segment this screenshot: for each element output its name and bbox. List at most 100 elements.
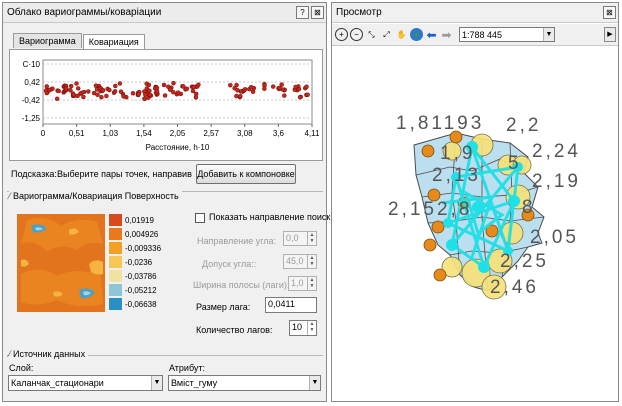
- layer-select[interactable]: Каланчак_стационари ▼: [8, 375, 163, 391]
- tab-variogram[interactable]: Вариограмма: [13, 33, 82, 48]
- chevron-down-icon[interactable]: ▼: [151, 376, 162, 390]
- plot-point: [136, 92, 141, 97]
- legend-label: -0,06638: [125, 299, 157, 309]
- show-direction-label: Показать направление поиска: [209, 212, 336, 222]
- plot-point: [47, 87, 52, 93]
- hint-label: Подсказка:: [11, 169, 57, 179]
- attribute-select[interactable]: Вміст_гуму ▼: [168, 375, 321, 391]
- plot-point: [113, 83, 118, 89]
- fixed-zoom-out-icon[interactable]: ⤢: [383, 29, 390, 39]
- toolbar-overflow-arrow-icon[interactable]: ▶: [604, 27, 616, 42]
- plot-point: [147, 92, 153, 98]
- spin-arrows-icon[interactable]: ▲ ▼: [307, 277, 316, 290]
- show-direction-checkbox[interactable]: [195, 213, 205, 223]
- help-button[interactable]: ?: [296, 6, 309, 19]
- map-label: 2,152,8: [388, 199, 473, 220]
- spin-arrows-icon[interactable]: ▲ ▼: [307, 232, 316, 245]
- legend-label: -0,0236: [125, 257, 153, 267]
- add-to-layout-button[interactable]: Добавить к компоновке: [196, 164, 296, 184]
- pan-hand-icon[interactable]: ✋: [396, 30, 407, 39]
- legend-label: -0,05212: [125, 285, 157, 295]
- plot-x-tick: 4,11: [305, 129, 321, 138]
- preview-window: Просмотр ⊠ + − ⤡ ⤢ ✋ ● ⬅ ➡ 1:788 445 ▼ ▶: [331, 2, 619, 402]
- attribute-label: Атрибут:: [169, 363, 206, 373]
- plot-point: [130, 91, 136, 96]
- plot-x-tick: 0: [41, 129, 46, 138]
- plot-point: [74, 81, 79, 86]
- window-titlebar: Просмотр ⊠: [332, 3, 618, 23]
- legend-swatch: [109, 214, 122, 226]
- plot-point: [305, 92, 310, 98]
- legend-row: -0,03786: [109, 270, 157, 282]
- plot-point: [68, 83, 74, 89]
- lag-count-input[interactable]: 10 ▲ ▼: [289, 320, 317, 336]
- legend-row: -0,009336: [109, 242, 161, 254]
- plot-y-tick: -1,25: [22, 114, 41, 123]
- plot-x-tick: 3,08: [237, 129, 253, 138]
- angle-tolerance-input[interactable]: 45,0 ▲ ▼: [283, 254, 317, 269]
- legend-swatch: [109, 284, 122, 296]
- close-button[interactable]: ⊠: [311, 6, 324, 19]
- legend-row: 0,01919: [109, 214, 154, 226]
- plot-x-tick: 2,57: [203, 129, 219, 138]
- legend-row: -0,05212: [109, 284, 157, 296]
- surface-section-title: ⁄ Вариограмма/Ковариация Поверхность: [9, 191, 182, 201]
- plot-point: [235, 88, 240, 93]
- legend-label: 0,01919: [125, 215, 154, 225]
- plot-point: [147, 88, 152, 93]
- plot-point: [75, 86, 81, 91]
- fixed-zoom-in-icon[interactable]: ⤡: [368, 29, 375, 39]
- chevron-down-icon[interactable]: ▼: [543, 28, 554, 41]
- plot-point: [75, 93, 80, 99]
- bandwidth-input[interactable]: 1,0 ▲ ▼: [288, 276, 317, 291]
- scale-select[interactable]: 1:788 445 ▼: [459, 27, 555, 42]
- plot-point: [184, 86, 190, 91]
- window-title: Облако вариограммы/коваріации: [7, 7, 162, 18]
- plot-point: [262, 86, 267, 91]
- legend-swatch: [109, 228, 122, 240]
- spin-arrows-icon[interactable]: ▲ ▼: [307, 255, 316, 268]
- plot-x-tick: 1,03: [102, 129, 118, 138]
- angle-direction-input[interactable]: 0,0 ▲ ▼: [283, 231, 317, 246]
- spin-arrows-icon[interactable]: ▲ ▼: [307, 321, 316, 335]
- covariance-surface-map[interactable]: [17, 214, 105, 312]
- plot-point: [68, 87, 73, 93]
- plot-point: [242, 87, 248, 92]
- plot-point: [250, 89, 256, 94]
- chevron-down-icon[interactable]: ▼: [309, 376, 320, 390]
- plot-point: [81, 89, 87, 95]
- map-label: 2,24: [532, 141, 581, 162]
- lag-size-input[interactable]: 0,0411: [265, 297, 317, 313]
- zoom-in-icon[interactable]: +: [335, 28, 348, 41]
- plot-point: [228, 82, 233, 88]
- plot-point: [121, 94, 126, 99]
- map-label: 1,81193: [396, 113, 485, 134]
- plot-y-tick: 0,42: [24, 78, 40, 87]
- pencil-icon: ⁄: [9, 191, 11, 201]
- forward-arrow-icon[interactable]: ➡: [441, 27, 452, 42]
- zoom-out-icon[interactable]: −: [350, 28, 363, 41]
- legend-row: -0,06638: [109, 298, 157, 310]
- full-extent-globe-icon[interactable]: ●: [410, 28, 423, 41]
- plot-point: [162, 93, 168, 98]
- back-arrow-icon[interactable]: ⬅: [426, 27, 437, 42]
- plot-point: [181, 84, 186, 89]
- close-button[interactable]: ⊠: [603, 6, 616, 19]
- legend-label: -0,009336: [125, 243, 162, 253]
- legend-label: 0,004926: [125, 229, 159, 239]
- plot-point: [118, 89, 124, 94]
- plot-point: [282, 93, 287, 98]
- map-display[interactable]: 1,81193 2,2 1,9 2,24 2,13 2,19 2,152,8 8…: [332, 47, 618, 401]
- plot-point: [100, 87, 106, 93]
- plot-y-tick: C·10: [23, 60, 41, 69]
- map-features[interactable]: [332, 47, 618, 401]
- plot-point: [304, 84, 309, 90]
- plot-point: [154, 89, 160, 94]
- covariance-cloud-plot[interactable]: C·10 0,42 -0,42 -1,250 0,51 1,03 1,54 2,05 2,57 3…: [10, 50, 322, 160]
- plot-point: [191, 84, 197, 90]
- tab-covariance[interactable]: Ковариация: [82, 34, 145, 49]
- variogram-cloud-window: Облако вариограммы/коваріации ? ⊠ Вариог…: [2, 2, 336, 402]
- plot-point: [167, 87, 173, 92]
- plot-point: [95, 92, 100, 97]
- plot-point: [81, 94, 86, 100]
